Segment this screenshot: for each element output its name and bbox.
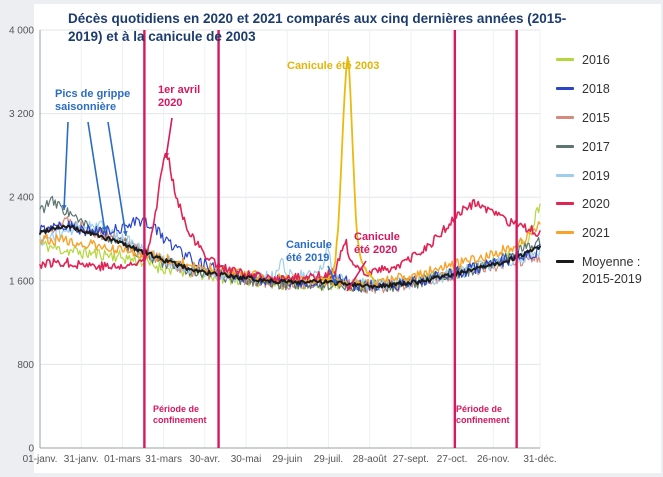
annotation-arrowhead (164, 152, 170, 158)
legend-item-2015[interactable]: 2015 (556, 110, 642, 127)
chart-card (34, 4, 661, 473)
x-tick-label: 30-avr. (190, 454, 221, 465)
x-tick-label: 30-mai (231, 454, 262, 465)
x-tick-label: 28-août (353, 454, 387, 465)
annotation-arrowhead (61, 204, 67, 210)
legend-swatch-2021 (556, 231, 574, 235)
x-tick-label: 01-janv. (23, 454, 58, 465)
legend-swatch-2018 (556, 86, 574, 90)
legend-label-2019: 2019 (582, 168, 610, 183)
legend-item-2016[interactable]: 2016 (556, 52, 642, 69)
legend-swatch-2020 (556, 202, 574, 206)
legend-item-2018[interactable]: 2018 (556, 81, 642, 98)
annotation-arrow (107, 121, 127, 237)
x-tick-label: 29-juil. (314, 454, 343, 465)
legend-item-2017[interactable]: 2017 (556, 139, 642, 156)
legend-label-2018: 2018 (582, 81, 610, 96)
annotation-arrow (346, 260, 367, 292)
legend-label-2016: 2016 (582, 53, 610, 67)
annotation-arrowhead (347, 285, 352, 291)
legend-swatch-moyenne (556, 260, 574, 264)
legend-item-moyenne[interactable]: Moyenne : 2015-2019 (556, 254, 642, 288)
y-tick-label: 4 000 (9, 26, 34, 37)
legend-item-2020[interactable]: 2020 (556, 196, 642, 213)
series-line-moyenne-2015-2019 (39, 224, 541, 289)
annotation-arrowhead (122, 230, 128, 236)
legend-label-2020: 2020 (582, 197, 610, 212)
x-tick-label: 26-nov. (477, 454, 510, 465)
x-tick-label: 01-mars (104, 454, 141, 465)
annotation-arrow (87, 121, 106, 233)
y-tick-label: 0 (28, 444, 34, 455)
x-tick-label: 27-sept. (393, 454, 429, 465)
x-tick-label: 27-oct. (437, 454, 468, 465)
legend-label-2015: 2015 (582, 110, 610, 125)
chart-title: Décès quotidiens en 2020 et 2021 comparé… (68, 11, 567, 44)
legend: 2016 2018 2015 2017 2019 2020 2021 Moyenne : 20… (556, 52, 642, 288)
y-tick-label: 2 400 (9, 193, 34, 204)
legend-swatch-2019 (556, 173, 574, 177)
x-tick-label: 31-mars (145, 454, 182, 465)
x-tick-label: 31-déc. (523, 454, 556, 465)
legend-swatch-2017 (556, 144, 574, 148)
legend-label-moyenne: Moyenne : 2015-2019 (582, 255, 642, 286)
y-tick-label: 800 (17, 360, 34, 371)
series-line-2018 (39, 216, 541, 292)
series-line-2020 (39, 152, 541, 284)
annotation-arrowhead (331, 278, 337, 284)
annotation-arrowhead (101, 226, 107, 232)
x-tick-label: 31-janv. (64, 454, 99, 465)
legend-swatch-2015 (556, 115, 574, 119)
series-line-canicule-2003 (320, 56, 375, 281)
y-tick-label: 1 600 (9, 276, 34, 287)
y-tick-label: 3 200 (9, 109, 34, 120)
annotation-arrow (165, 117, 173, 159)
x-tick-label: 29-juin (272, 454, 302, 465)
legend-label-2017: 2017 (582, 139, 610, 154)
legend-item-2019[interactable]: 2019 (556, 168, 642, 185)
annotation-arrow (63, 121, 69, 211)
legend-label-2021: 2021 (582, 226, 610, 241)
legend-swatch-2016 (556, 58, 574, 61)
legend-item-2021[interactable]: 2021 (556, 225, 642, 242)
